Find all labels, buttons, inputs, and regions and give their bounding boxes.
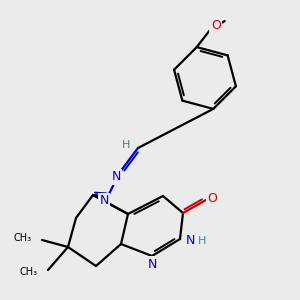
Text: CH₃: CH₃ xyxy=(14,233,32,243)
Text: CH₃: CH₃ xyxy=(20,267,38,277)
Text: N: N xyxy=(111,170,121,184)
Text: H: H xyxy=(198,236,206,246)
Text: O: O xyxy=(211,19,221,32)
Text: N: N xyxy=(99,194,109,208)
Text: O: O xyxy=(207,191,217,205)
Text: N: N xyxy=(185,235,195,248)
Text: N: N xyxy=(147,257,157,271)
Text: H: H xyxy=(122,140,130,150)
